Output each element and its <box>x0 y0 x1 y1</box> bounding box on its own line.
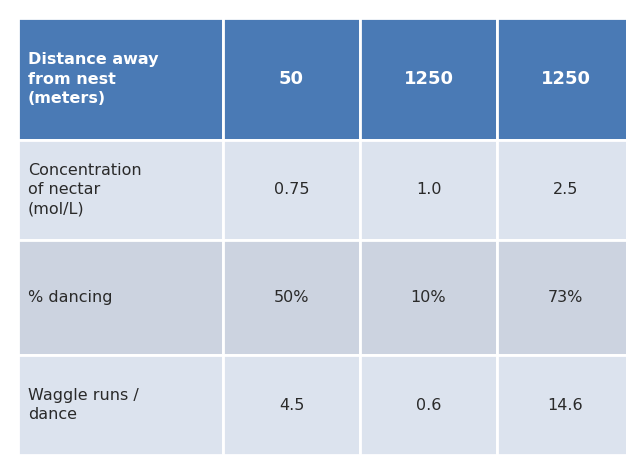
Text: 4.5: 4.5 <box>279 398 304 413</box>
Text: 50: 50 <box>279 70 304 88</box>
Bar <box>223 140 360 240</box>
Bar <box>497 18 626 140</box>
Bar <box>360 18 497 140</box>
Text: 50%: 50% <box>274 290 309 305</box>
Bar <box>223 18 360 140</box>
Bar <box>18 140 223 240</box>
Bar <box>18 240 223 355</box>
Bar <box>360 355 497 455</box>
Text: % dancing: % dancing <box>28 290 113 305</box>
Text: 1250: 1250 <box>540 70 590 88</box>
Bar <box>223 240 360 355</box>
Text: Waggle runs /
dance: Waggle runs / dance <box>28 388 139 422</box>
Bar <box>18 18 223 140</box>
Text: 10%: 10% <box>411 290 446 305</box>
Text: 2.5: 2.5 <box>553 182 578 197</box>
Bar <box>497 355 626 455</box>
Text: 1.0: 1.0 <box>416 182 441 197</box>
Bar <box>360 140 497 240</box>
Text: 0.75: 0.75 <box>274 182 309 197</box>
Bar <box>497 140 626 240</box>
Text: Distance away
from nest
(meters): Distance away from nest (meters) <box>28 52 158 106</box>
Bar <box>360 240 497 355</box>
Text: 0.6: 0.6 <box>416 398 441 413</box>
Text: 1250: 1250 <box>404 70 453 88</box>
Text: 73%: 73% <box>548 290 583 305</box>
Text: Concentration
of nectar
(mol/L): Concentration of nectar (mol/L) <box>28 164 141 217</box>
Text: 14.6: 14.6 <box>548 398 583 413</box>
Bar <box>497 240 626 355</box>
Bar <box>223 355 360 455</box>
Bar <box>18 355 223 455</box>
